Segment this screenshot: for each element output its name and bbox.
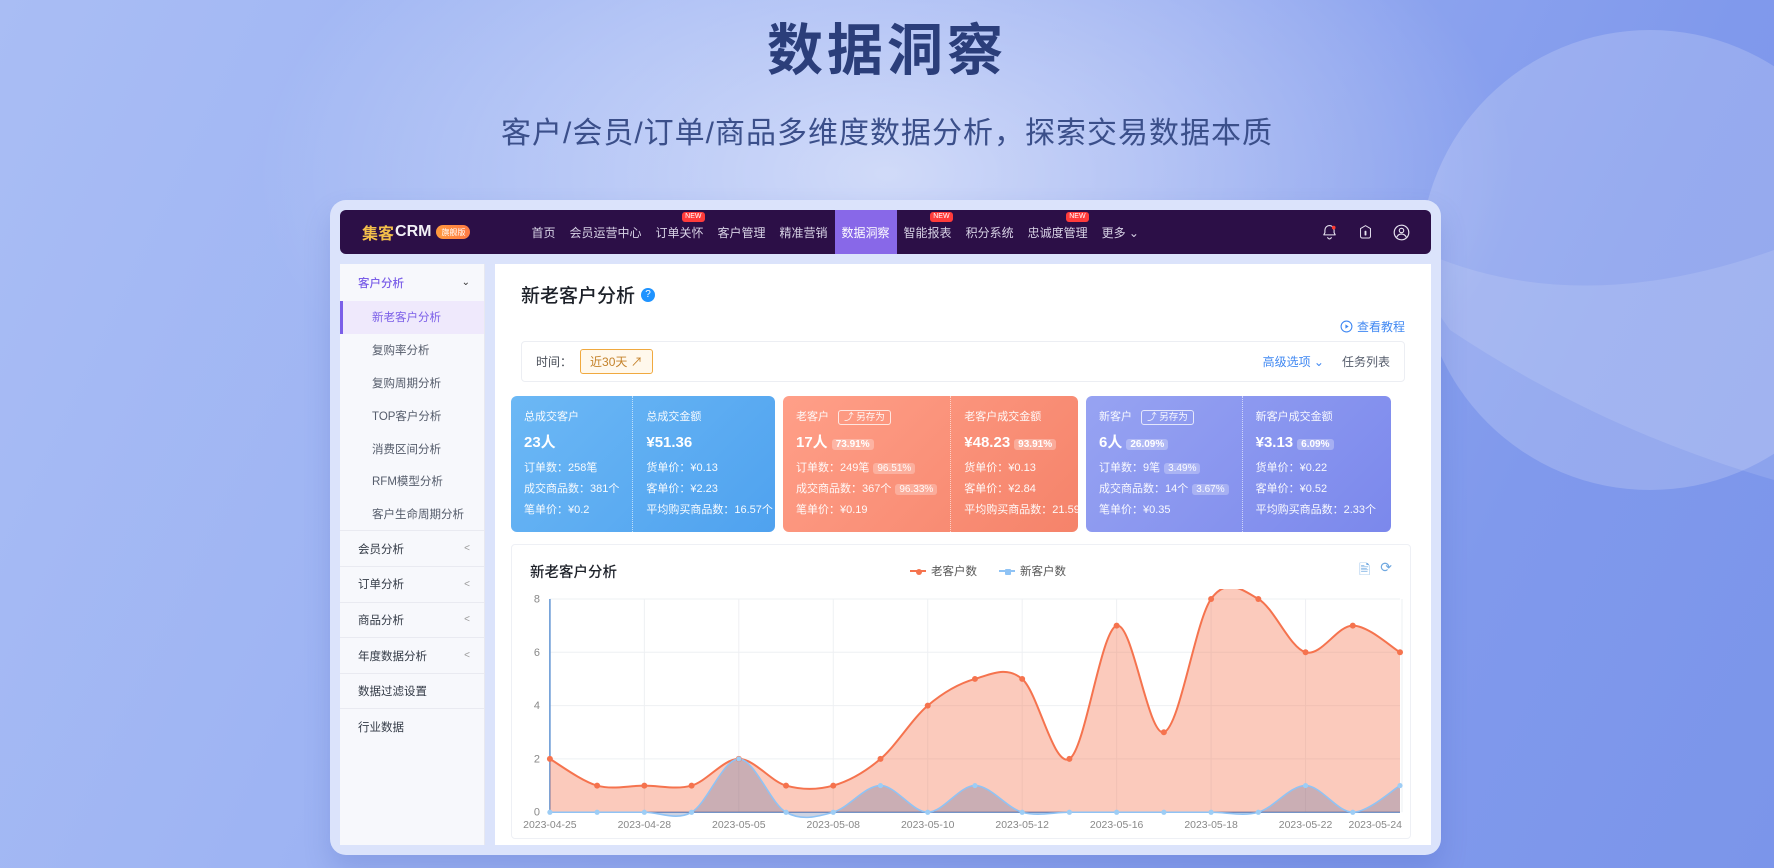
- svg-text:0: 0: [534, 807, 540, 819]
- svg-text:2023-04-25: 2023-04-25: [523, 820, 577, 831]
- svg-text:2023-05-16: 2023-05-16: [1090, 820, 1144, 831]
- svg-text:2023-05-12: 2023-05-12: [995, 820, 1049, 831]
- svg-text:2023-05-22: 2023-05-22: [1279, 820, 1333, 831]
- svg-text:2023-05-10: 2023-05-10: [901, 820, 955, 831]
- svg-text:2023-05-18: 2023-05-18: [1184, 820, 1238, 831]
- svg-text:2023-05-05: 2023-05-05: [712, 820, 766, 831]
- svg-text:2023-04-28: 2023-04-28: [618, 820, 672, 831]
- svg-text:2023-05-24: 2023-05-24: [1349, 820, 1403, 831]
- svg-text:2: 2: [534, 753, 540, 765]
- svg-text:2023-05-08: 2023-05-08: [807, 820, 861, 831]
- svg-text:4: 4: [534, 700, 540, 712]
- svg-text:8: 8: [534, 594, 540, 606]
- svg-text:6: 6: [534, 647, 540, 659]
